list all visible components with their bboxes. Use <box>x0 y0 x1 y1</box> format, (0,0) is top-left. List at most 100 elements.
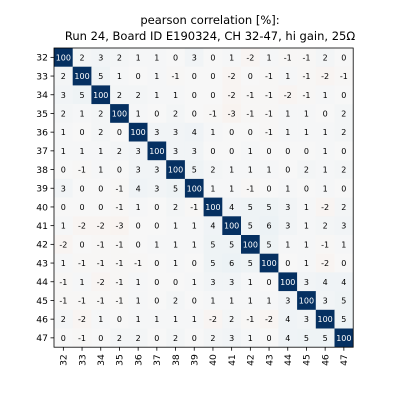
cell-value-label: 3 <box>304 315 309 324</box>
cell-value-label: 1 <box>248 166 253 175</box>
heatmap-cell <box>203 272 223 292</box>
heatmap-cell <box>278 197 298 217</box>
heatmap-cell <box>278 272 298 292</box>
heatmap-cell <box>128 197 148 217</box>
cell-value-label: 1 <box>285 72 290 81</box>
cell-value-label: 1 <box>285 109 290 118</box>
heatmap-cell <box>110 235 130 254</box>
heatmap-cell <box>91 48 111 67</box>
heatmap-cell <box>128 85 148 105</box>
cell-value-label: 2 <box>61 72 66 81</box>
heatmap-cell <box>259 104 279 124</box>
cell-value-label: 100 <box>74 72 89 81</box>
cell-value-label: -1 <box>97 296 105 305</box>
cell-value-label: 4 <box>136 184 141 193</box>
heatmap-cell <box>315 328 335 348</box>
heatmap-cell <box>241 122 260 142</box>
cell-value-label: 3 <box>341 222 346 231</box>
cell-value-label: 2 <box>323 222 328 231</box>
cell-value-label: -2 <box>321 259 329 268</box>
heatmap-cell <box>184 216 204 236</box>
heatmap-cell <box>54 328 73 348</box>
heatmap-cell <box>334 178 354 198</box>
heatmap-cell <box>259 160 279 180</box>
heatmap-cell <box>222 160 242 180</box>
cell-value-label: 100 <box>187 184 202 193</box>
x-tick-label: 37 <box>152 354 163 366</box>
heatmap-cell <box>334 48 354 67</box>
x-axis-ticks: 32 33 34 35 36 37 38 39 40 41 42 43 44 45 46 47 <box>59 347 350 366</box>
heatmap-cell <box>222 104 242 124</box>
heatmap-cell <box>203 178 223 198</box>
cell-value-label: -1 <box>265 128 273 137</box>
heatmap-cell <box>166 160 186 180</box>
cell-value-label: 0 <box>136 240 141 249</box>
heatmap-cell <box>315 66 335 86</box>
heatmap-cell <box>91 197 111 217</box>
cell-value-label: 0 <box>341 184 346 193</box>
heatmap-cell <box>203 66 223 86</box>
heatmap-cell <box>128 328 148 348</box>
heatmap-cell <box>166 328 186 348</box>
cell-value-label: 0 <box>267 147 272 156</box>
heatmap-cell <box>184 160 204 180</box>
y-tick-label: 35 <box>36 109 48 120</box>
cell-value-label: 4 <box>323 278 328 287</box>
heatmap-cell <box>259 235 279 254</box>
heatmap-cell <box>184 122 204 142</box>
cell-value-label: 1 <box>61 259 66 268</box>
cell-value-label: 0 <box>173 53 178 62</box>
cell-value-label: -1 <box>302 53 310 62</box>
cell-value-label: 3 <box>285 296 290 305</box>
cell-value-label: 1 <box>229 296 234 305</box>
cell-value-label: 1 <box>192 278 197 287</box>
cell-value-label: 5 <box>80 91 85 100</box>
heatmap-cell <box>297 309 317 329</box>
cell-value-label: -1 <box>115 240 123 249</box>
heatmap-cell <box>184 85 204 105</box>
heatmap-cell <box>203 85 223 105</box>
cell-value-label: 2 <box>136 334 141 343</box>
heatmap-cell <box>241 160 260 180</box>
cell-value-label: 100 <box>243 240 258 249</box>
cell-value-label: 1 <box>61 222 66 231</box>
cell-value-label: 1 <box>61 147 66 156</box>
heatmap-cell <box>147 197 167 217</box>
heatmap-cell <box>166 122 186 142</box>
cell-value-label: -1 <box>78 296 86 305</box>
cell-value-label: 2 <box>210 334 215 343</box>
heatmap-cell <box>128 178 148 198</box>
heatmap-cell <box>147 272 167 292</box>
heatmap-cell <box>166 66 186 86</box>
y-tick-label: 47 <box>36 333 48 344</box>
heatmap-cell <box>72 328 92 348</box>
heatmap-cell <box>259 291 279 311</box>
cell-value-label: 0 <box>192 334 197 343</box>
heatmap-cell <box>241 85 260 105</box>
heatmap-cell <box>334 104 354 124</box>
heatmap-cell <box>128 309 148 329</box>
heatmap-cell <box>110 141 130 161</box>
heatmap-cell <box>110 85 130 105</box>
cell-value-label: -1 <box>115 259 123 268</box>
heatmap-cell <box>315 160 335 180</box>
cell-value-label: 1 <box>80 147 85 156</box>
cell-value-label: 2 <box>173 296 178 305</box>
heatmap-cell <box>297 66 317 86</box>
cell-value-label: 1 <box>304 222 309 231</box>
heatmap-cell <box>315 291 335 311</box>
cell-value-label: -2 <box>78 315 86 324</box>
cell-value-label: 3 <box>304 278 309 287</box>
cell-value-label: 0 <box>341 147 346 156</box>
cell-value-label: 3 <box>323 296 328 305</box>
heatmap-cell <box>91 272 111 292</box>
heatmap-cell <box>72 272 92 292</box>
heatmap-cell <box>110 48 130 67</box>
cell-value-label: 6 <box>229 259 234 268</box>
cell-value-label: 3 <box>210 278 215 287</box>
cell-value-label: 2 <box>61 315 66 324</box>
cell-value-label: 0 <box>210 72 215 81</box>
heatmap-cell <box>166 197 186 217</box>
heatmap-cell <box>110 328 130 348</box>
heatmap-cell <box>241 197 260 217</box>
